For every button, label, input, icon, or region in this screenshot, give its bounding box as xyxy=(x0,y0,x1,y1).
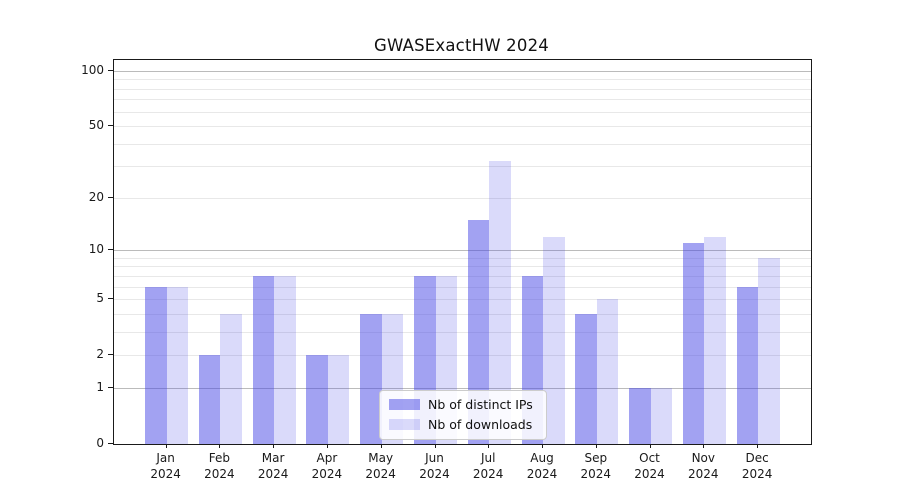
x-tick-mark xyxy=(757,444,759,448)
grid-line-minor xyxy=(114,266,811,268)
bar-nb-of-distinct-ips-oct-2024 xyxy=(629,387,651,444)
grid-line-minor xyxy=(114,166,811,168)
x-tick-mark xyxy=(488,444,490,448)
grid-line-minor xyxy=(114,143,811,145)
plot-area: Nb of distinct IPs Nb of downloads xyxy=(113,59,812,445)
x-tick-label: Sep 2024 xyxy=(580,451,612,481)
bar-nb-of-downloads-feb-2024 xyxy=(220,313,242,444)
bar-nb-of-downloads-jan-2024 xyxy=(166,286,189,444)
y-tick-mark xyxy=(108,386,113,388)
legend-swatch-distinct-ips xyxy=(389,399,420,410)
x-tick-label: Jun 2024 xyxy=(419,451,450,481)
grid-line-minor xyxy=(114,331,811,333)
x-tick-label: May 2024 xyxy=(365,451,396,481)
y-tick-mark xyxy=(108,125,113,126)
x-tick-label: Oct 2024 xyxy=(634,451,665,481)
x-tick-label: Mar 2024 xyxy=(257,451,289,481)
grid-line-major xyxy=(114,250,811,251)
bar-nb-of-distinct-ips-feb-2024 xyxy=(198,355,221,444)
legend-label: Nb of distinct IPs xyxy=(428,397,533,412)
grid-line-minor xyxy=(114,313,811,315)
legend-swatch-downloads xyxy=(389,419,420,430)
grid-line-minor xyxy=(114,286,811,288)
grid-line-minor xyxy=(114,275,811,277)
bar-nb-of-downloads-aug-2024 xyxy=(543,236,565,444)
y-tick-label: 5 xyxy=(96,291,104,306)
grid-line-minor xyxy=(114,88,811,90)
bar-nb-of-distinct-ips-may-2024 xyxy=(360,313,382,444)
legend-row: Nb of downloads xyxy=(389,417,537,432)
bar-nb-of-downloads-mar-2024 xyxy=(274,275,296,444)
y-tick-label: 0 xyxy=(96,436,104,450)
x-tick-mark xyxy=(649,444,651,448)
x-tick-mark xyxy=(595,444,597,448)
x-tick-mark xyxy=(326,444,328,448)
chart-title: GWASExactHW 2024 xyxy=(374,36,549,55)
x-tick-label: Apr 2024 xyxy=(311,451,343,481)
grid-line-minor xyxy=(114,197,811,199)
x-tick-mark xyxy=(273,444,275,448)
x-tick-label: Jan 2024 xyxy=(150,451,181,481)
y-tick-label: 50 xyxy=(88,117,104,132)
bar-nb-of-distinct-ips-dec-2024 xyxy=(736,286,759,444)
x-tick-label: Aug 2024 xyxy=(526,451,558,481)
legend-label: Nb of downloads xyxy=(428,417,533,432)
y-tick-mark xyxy=(108,354,113,356)
grid-line-minor xyxy=(114,111,811,113)
x-tick-label: Dec 2024 xyxy=(741,451,773,481)
grid-line-minor xyxy=(114,126,811,127)
x-tick-mark xyxy=(542,444,543,448)
x-tick-mark xyxy=(380,444,382,448)
grid-line-major xyxy=(114,387,811,389)
grid-line-minor xyxy=(114,99,811,101)
bar-nb-of-downloads-dec-2024 xyxy=(758,257,780,445)
x-tick-label: Jul 2024 xyxy=(472,451,504,481)
bar-nb-of-distinct-ips-nov-2024 xyxy=(682,243,705,444)
bar-nb-of-downloads-oct-2024 xyxy=(650,387,672,444)
y-tick-label: 1 xyxy=(96,379,104,394)
bar-nb-of-downloads-sep-2024 xyxy=(596,299,619,444)
legend: Nb of distinct IPs Nb of downloads xyxy=(379,390,547,440)
y-tick-label: 10 xyxy=(88,242,104,257)
y-tick-mark xyxy=(108,69,113,71)
y-tick-mark xyxy=(108,443,113,444)
x-tick-mark xyxy=(434,444,436,448)
bar-nb-of-distinct-ips-sep-2024 xyxy=(575,313,597,444)
grid-line-minor xyxy=(114,355,811,357)
grid-line-major xyxy=(114,70,811,72)
y-tick-label: 20 xyxy=(88,189,104,204)
bar-nb-of-downloads-jul-2024 xyxy=(489,161,511,444)
y-tick-mark xyxy=(108,249,113,250)
y-tick-mark xyxy=(108,196,113,198)
grid-line-minor xyxy=(114,299,811,301)
x-tick-label: Feb 2024 xyxy=(204,451,235,481)
y-tick-label: 100 xyxy=(81,62,104,77)
x-tick-mark xyxy=(703,444,705,448)
x-tick-mark xyxy=(165,444,167,448)
y-tick-label: 2 xyxy=(96,347,104,362)
bar-nb-of-distinct-ips-mar-2024 xyxy=(252,275,275,444)
bar-nb-of-downloads-nov-2024 xyxy=(704,236,726,444)
bar-nb-of-distinct-ips-jul-2024 xyxy=(467,219,490,444)
x-tick-label: Nov 2024 xyxy=(688,451,719,481)
grid-line-minor xyxy=(114,257,811,259)
bar-nb-of-distinct-ips-jan-2024 xyxy=(145,286,167,444)
bar-nb-of-distinct-ips-apr-2024 xyxy=(306,355,328,444)
grid-line-minor xyxy=(114,79,811,81)
x-tick-mark xyxy=(219,444,221,448)
y-tick-mark xyxy=(108,298,113,300)
bar-nb-of-downloads-apr-2024 xyxy=(327,355,350,444)
legend-row: Nb of distinct IPs xyxy=(389,397,537,412)
